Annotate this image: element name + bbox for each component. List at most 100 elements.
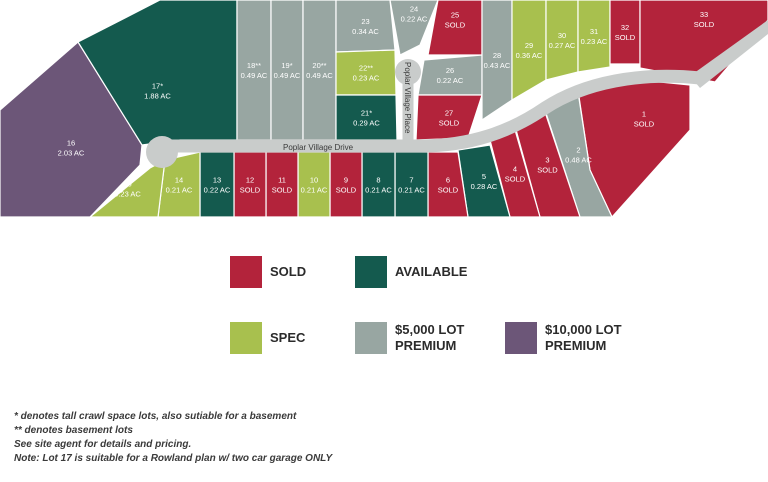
lot-23-detail: 0.34 AC	[352, 27, 379, 36]
lot-11-detail: SOLD	[272, 186, 293, 195]
poplar-village-drive-label: Poplar Village Drive	[283, 143, 354, 152]
lot-25-number: 25	[451, 11, 459, 20]
lot-5-detail: 0.28 AC	[471, 182, 498, 191]
legend-label-available: AVAILABLE	[395, 264, 468, 279]
lot-10[interactable]	[297, 151, 331, 218]
lot-27-number: 27	[445, 109, 453, 118]
lot-20[interactable]	[302, 0, 337, 141]
lot-19-number: 19*	[281, 61, 292, 70]
lot-32[interactable]	[609, 0, 641, 65]
lot-33-number: 33	[700, 10, 708, 19]
footnote: See site agent for details and pricing.	[14, 439, 192, 450]
lot-16-number: 16	[67, 139, 75, 148]
lot-24-number: 24	[410, 5, 418, 14]
lot-14-number: 14	[175, 176, 183, 185]
lot-16-detail: 2.03 AC	[58, 149, 85, 158]
legend-premium-10000: $10,000 LOT PREMIUM	[505, 322, 622, 354]
lot-32-detail: SOLD	[615, 33, 636, 42]
lot-7-number: 7	[409, 176, 413, 185]
legend-swatch-premium-5000	[355, 322, 387, 354]
legend-label-spec: SPEC	[270, 330, 306, 345]
legend-label-premium-10000: $10,000 LOT PREMIUM	[545, 322, 622, 353]
lot-26-number: 26	[446, 66, 454, 75]
lot-13[interactable]	[199, 151, 235, 218]
lot-8[interactable]	[361, 151, 396, 218]
legend-swatch-sold	[230, 256, 262, 288]
lot-4-detail: SOLD	[505, 175, 526, 184]
poplar-village-place-label: Poplar Village Place	[403, 62, 412, 134]
lot-29-number: 29	[525, 41, 533, 50]
lot-12[interactable]	[233, 151, 267, 218]
lots-layer	[0, 0, 768, 219]
lot-23-number: 23	[361, 17, 369, 26]
lot-2-number: 2	[576, 146, 580, 155]
poplar-village-drive-road	[165, 69, 701, 153]
lot-5-number: 5	[482, 172, 486, 181]
lot-29-detail: 0.36 AC	[516, 51, 543, 60]
footnotes: * denotes tall crawl space lots, also su…	[14, 410, 332, 466]
lot-17-number: 17*	[152, 82, 163, 91]
lot-9[interactable]	[329, 151, 363, 218]
lot-11[interactable]	[265, 151, 299, 218]
lot-9-detail: SOLD	[336, 186, 357, 195]
lot-7[interactable]	[394, 151, 429, 218]
legend-label-sold: SOLD	[270, 264, 307, 279]
lot-21-number: 21*	[361, 109, 372, 118]
lot-14-detail: 0.21 AC	[166, 186, 193, 195]
lot-30-number: 30	[558, 31, 566, 40]
lot-29[interactable]	[511, 0, 547, 102]
lot-2-detail: 0.48 AC	[565, 156, 592, 165]
lot-23[interactable]	[335, 0, 396, 53]
lot-26-detail: 0.22 AC	[437, 76, 464, 85]
lot-18-number: 18**	[247, 61, 261, 70]
lot-1-number: 1	[642, 110, 646, 119]
lot-32-number: 32	[621, 23, 629, 32]
lot-24-detail: 0.22 AC	[401, 15, 428, 24]
lot-19[interactable]	[270, 0, 304, 141]
lot-18-detail: 0.49 AC	[241, 71, 268, 80]
lot-27-detail: SOLD	[439, 119, 460, 128]
footnote: ** denotes basement lots	[14, 425, 133, 436]
lot-27[interactable]	[415, 94, 483, 141]
lot-9-number: 9	[344, 176, 348, 185]
lot-10-number: 10	[310, 176, 318, 185]
lot-31-detail: 0.23 AC	[581, 37, 608, 46]
lot-11-number: 11	[278, 176, 286, 185]
lot-30[interactable]	[545, 0, 579, 81]
lot-28-detail: 0.43 AC	[484, 61, 511, 70]
lot-30-detail: 0.27 AC	[549, 41, 576, 50]
lot-21[interactable]	[335, 94, 398, 141]
lot-28-number: 28	[493, 51, 501, 60]
lot-8-detail: 0.21 AC	[365, 186, 392, 195]
road-extension	[690, 20, 768, 88]
lot-17-detail: 1.88 AC	[144, 92, 171, 101]
lot-3-number: 3	[545, 156, 549, 165]
legend-swatch-premium-10000	[505, 322, 537, 354]
lot-31[interactable]	[577, 0, 611, 73]
lot-7-detail: 0.21 AC	[398, 186, 425, 195]
lot-13-detail: 0.22 AC	[204, 186, 231, 195]
lot-22[interactable]	[335, 49, 397, 96]
legend-label-premium-5000: $5,000 LOT PREMIUM	[395, 322, 465, 353]
lot-1-detail: SOLD	[634, 120, 655, 129]
lot-21-detail: 0.29 AC	[353, 119, 380, 128]
lot-28[interactable]	[481, 0, 513, 122]
legend-premium-5000: $5,000 LOT PREMIUM	[355, 322, 464, 354]
lot-8-number: 8	[376, 176, 380, 185]
legend-swatch-spec	[230, 322, 262, 354]
lot-22-number: 22**	[359, 64, 373, 73]
lot-26[interactable]	[417, 54, 483, 96]
lot-25-detail: SOLD	[445, 21, 466, 30]
lot-10-detail: 0.21 AC	[301, 186, 328, 195]
legend-available: AVAILABLE	[355, 256, 467, 288]
lot-20-detail: 0.49 AC	[306, 71, 333, 80]
lot-24[interactable]	[389, 0, 439, 56]
lot-6-number: 6	[446, 176, 450, 185]
lot-18[interactable]	[236, 0, 272, 141]
legend-swatch-available	[355, 256, 387, 288]
lot-33-detail: SOLD	[694, 20, 715, 29]
lot-15-detail: 0.23 AC	[114, 190, 141, 199]
footnote: Note: Lot 17 is suitable for a Rowland p…	[14, 453, 333, 464]
